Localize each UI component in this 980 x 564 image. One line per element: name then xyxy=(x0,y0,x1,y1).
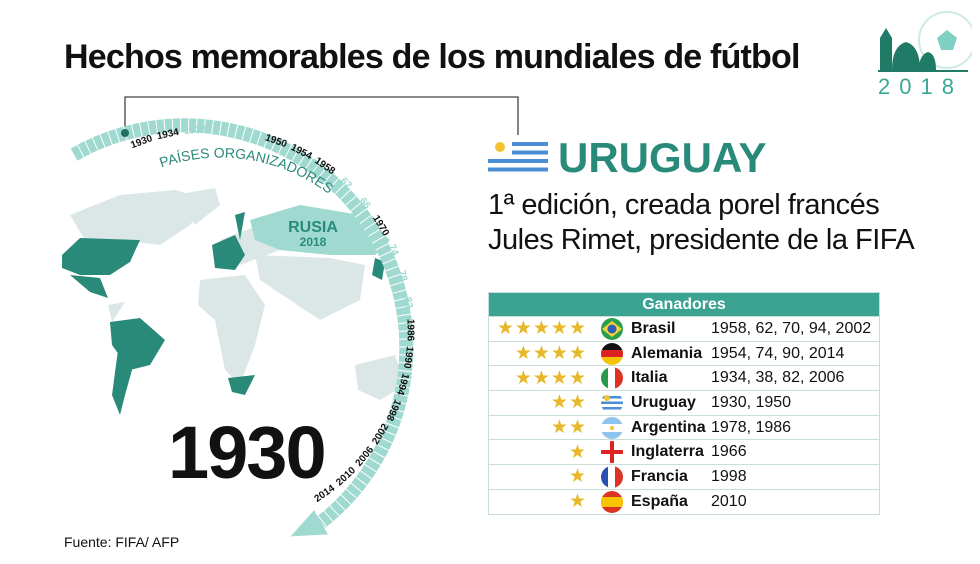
winner-years: 1930, 1950 xyxy=(711,393,792,411)
argentina-flag-icon xyxy=(601,416,623,439)
stars-rating: ★★★★ xyxy=(514,367,587,389)
south-cone xyxy=(112,350,132,415)
mexico xyxy=(70,275,108,298)
russia-2018-logo xyxy=(878,11,972,72)
description-line-2: Jules Rimet, presidente de la FIFA xyxy=(488,224,915,256)
brazil xyxy=(110,318,165,370)
winner-country: España xyxy=(631,492,688,510)
timeline-year[interactable]: 78 xyxy=(396,269,410,283)
winner-years: 2010 xyxy=(711,492,747,510)
world-map: RUSIA 2018 xyxy=(62,188,405,415)
timeline-year[interactable]: 1990 xyxy=(401,346,415,370)
connector-line xyxy=(124,96,519,135)
stars-rating: ★ xyxy=(568,441,587,463)
country-name: URUGUAY xyxy=(558,134,767,181)
winner-row: ★★★★ Alemania 1954, 74, 90, 2014 xyxy=(489,340,879,366)
winner-years: 1978, 1986 xyxy=(711,418,792,436)
source-note: Fuente: FIFA/ AFP xyxy=(64,534,180,550)
uruguay-flag xyxy=(488,138,548,176)
winner-country: Alemania xyxy=(631,344,703,362)
winner-country: Uruguay xyxy=(631,393,696,411)
logo-year: 2018 xyxy=(878,74,963,99)
winner-row: ★ España 2010 xyxy=(489,488,879,514)
japan-korea xyxy=(372,258,385,280)
winner-country: Brasil xyxy=(631,319,676,337)
stars-rating: ★★★★ xyxy=(514,343,587,365)
winners-header: Ganadores xyxy=(489,293,879,316)
france-flag-icon xyxy=(601,465,623,488)
stars-rating: ★★★★★ xyxy=(496,318,587,340)
winner-country: Francia xyxy=(631,467,688,485)
timeline-arc[interactable] xyxy=(69,118,414,537)
timeline-arrow-head xyxy=(290,510,328,537)
uruguay-flag-icon xyxy=(601,391,623,414)
selected-year-marker[interactable] xyxy=(121,129,129,137)
africa xyxy=(198,275,265,385)
selected-year: 1930 xyxy=(168,411,327,494)
greenland xyxy=(175,188,220,225)
winner-row: ★ Inglaterra 1966 xyxy=(489,439,879,464)
australia xyxy=(355,355,405,400)
country-description: 1ª edición, creada porel francés Jules R… xyxy=(488,188,915,258)
timeline-year[interactable]: 1938 xyxy=(184,124,207,137)
winner-row: ★★ Argentina 1978, 1986 xyxy=(489,414,879,440)
winner-row: ★ Francia 1998 xyxy=(489,464,879,489)
timeline-band xyxy=(69,118,414,528)
winner-country: Inglaterra xyxy=(631,443,704,461)
russia-year: 2018 xyxy=(300,235,327,249)
winner-years: 1958, 62, 70, 94, 2002 xyxy=(711,319,872,337)
description-line-1: 1ª edición, creada porel francés xyxy=(488,189,880,221)
timeline-year[interactable]: 82 xyxy=(402,296,414,309)
stars-rating: ★★ xyxy=(550,392,587,414)
italy-flag-icon xyxy=(601,367,623,390)
winner-row: ★★★★★ Brasil 1958, 62, 70, 94, 2002 xyxy=(489,316,879,341)
winner-years: 1966 xyxy=(711,443,747,461)
winner-row: ★★ Uruguay 1930, 1950 xyxy=(489,390,879,415)
winner-row: ★★★★ Italia 1934, 38, 82, 2006 xyxy=(489,365,879,390)
stars-rating: ★★ xyxy=(550,417,587,439)
south-america-rest xyxy=(108,302,125,322)
timeline-year[interactable]: 74 xyxy=(386,243,401,258)
winner-country: Italia xyxy=(631,369,668,387)
winner-years: 1954, 74, 90, 2014 xyxy=(711,344,845,362)
russia xyxy=(250,205,390,255)
europe-hosts xyxy=(212,212,245,270)
stars-rating: ★ xyxy=(568,491,587,513)
winner-years: 1998 xyxy=(711,467,747,485)
stars-rating: ★ xyxy=(568,466,587,488)
north-america-landmass xyxy=(70,190,210,245)
winner-years: 1934, 38, 82, 2006 xyxy=(711,369,845,387)
germany-flag-icon xyxy=(601,342,623,365)
brazil-flag-icon xyxy=(601,317,623,340)
page-title: Hechos memorables de los mundiales de fú… xyxy=(64,38,800,76)
south-africa xyxy=(228,375,255,395)
timeline-year[interactable]: 1986 xyxy=(404,319,415,342)
russia-label: RUSIA xyxy=(288,219,338,236)
usa xyxy=(62,238,140,275)
spain-flag-icon xyxy=(601,490,623,513)
winner-country: Argentina xyxy=(631,418,706,436)
winners-table: Ganadores ★★★★★ Brasil 1958, 62, 70, 94,… xyxy=(488,292,880,515)
asia xyxy=(255,255,365,320)
timeline-year[interactable]: 1934 xyxy=(156,127,180,143)
england-flag-icon xyxy=(601,441,623,464)
